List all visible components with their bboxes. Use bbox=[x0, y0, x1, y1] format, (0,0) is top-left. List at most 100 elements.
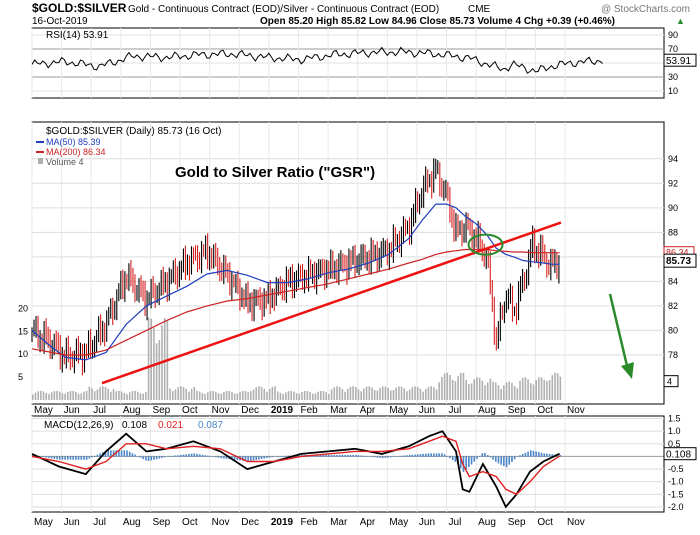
x-axis-label: Jul bbox=[449, 405, 462, 416]
volume-bar bbox=[546, 381, 548, 400]
volume-bar bbox=[371, 388, 373, 400]
volume-bar bbox=[62, 393, 64, 400]
macd-hist-bar bbox=[468, 456, 470, 467]
volume-bar bbox=[226, 391, 228, 400]
macd-hist-bar bbox=[535, 452, 537, 457]
volume-tick-label: 5 bbox=[18, 372, 23, 382]
volume-bar bbox=[113, 389, 115, 400]
x-axis-label: Nov bbox=[567, 405, 585, 416]
volume-bar bbox=[465, 380, 467, 400]
macd-tick-label: 1.5 bbox=[668, 414, 681, 424]
volume-bar bbox=[293, 392, 295, 400]
volume-bar bbox=[390, 391, 392, 400]
macd-hist-bar bbox=[91, 456, 93, 457]
price-tick-label: 94 bbox=[668, 154, 678, 164]
macd-hist-bar bbox=[344, 455, 346, 457]
volume-bar bbox=[35, 393, 37, 400]
volume-bar bbox=[511, 383, 513, 400]
volume-bar bbox=[266, 392, 268, 400]
macd-hist-bar bbox=[207, 456, 209, 457]
volume-bar bbox=[194, 387, 196, 400]
x-axis-label-bottom: May bbox=[34, 517, 53, 528]
volume-bar bbox=[285, 392, 287, 400]
volume-bar bbox=[86, 391, 88, 400]
macd-hist-bar bbox=[191, 454, 193, 457]
volume-bar bbox=[328, 394, 330, 400]
volume-bar bbox=[463, 373, 465, 400]
volume-bar bbox=[476, 377, 478, 400]
volume-bar bbox=[145, 392, 147, 400]
header-change-arrow: ▲ bbox=[676, 16, 685, 26]
x-axis-label: Jun bbox=[419, 405, 435, 416]
macd-hist-bar bbox=[339, 455, 341, 457]
macd-hist-bar bbox=[145, 456, 147, 460]
volume-bar bbox=[484, 385, 486, 400]
volume-bar bbox=[196, 391, 198, 400]
volume-bar bbox=[307, 391, 309, 400]
macd-hist-bar bbox=[285, 456, 287, 457]
macd-hist-bar bbox=[255, 456, 257, 459]
volume-bar bbox=[258, 386, 260, 400]
macd-hist-bar bbox=[56, 456, 58, 459]
volume-bar bbox=[228, 391, 230, 400]
x-axis-label-bottom: 2019 bbox=[271, 517, 294, 528]
macd-hist-bar bbox=[490, 456, 492, 457]
macd-hist-bar bbox=[549, 454, 551, 457]
volume-bar bbox=[296, 393, 298, 400]
volume-bar bbox=[379, 388, 381, 400]
macd-hist-bar bbox=[272, 456, 274, 457]
volume-bar bbox=[37, 391, 39, 400]
volume-bar bbox=[457, 376, 459, 400]
macd-hist-bar bbox=[525, 453, 527, 457]
macd-hist-bar bbox=[48, 456, 50, 458]
x-axis-label-bottom: Jul bbox=[93, 517, 106, 528]
volume-bar bbox=[237, 393, 239, 400]
volume-bar bbox=[560, 377, 562, 400]
volume-bar bbox=[498, 385, 500, 400]
volume-bar bbox=[134, 391, 136, 400]
macd-hist-bar bbox=[210, 456, 212, 457]
volume-bar bbox=[479, 378, 481, 400]
macd-hist-bar bbox=[487, 455, 489, 457]
x-axis-label-bottom: Apr bbox=[360, 517, 376, 528]
x-axis-label: Dec bbox=[241, 405, 259, 416]
macd-hist-bar bbox=[64, 456, 66, 459]
macd-hist-bar bbox=[476, 456, 478, 459]
macd-hist-bar bbox=[511, 456, 513, 462]
volume-bar bbox=[339, 387, 341, 400]
volume-bar bbox=[202, 393, 204, 400]
macd-hist-bar bbox=[247, 456, 249, 461]
macd-hist-bar bbox=[220, 456, 222, 458]
macd-hist-bar bbox=[89, 456, 91, 458]
macd-hist-bar bbox=[325, 455, 327, 457]
volume-value-label: 4 bbox=[667, 377, 672, 387]
volume-bar bbox=[215, 392, 217, 400]
macd-hist-bar bbox=[438, 453, 440, 456]
x-axis-label: May bbox=[34, 405, 53, 416]
volume-bar bbox=[455, 381, 457, 400]
macd-hist-bar bbox=[336, 455, 338, 457]
x-axis-label-bottom: Oct bbox=[537, 517, 553, 528]
macd-hist-bar bbox=[471, 456, 473, 464]
volume-bar bbox=[468, 384, 470, 400]
volume-bar bbox=[412, 387, 414, 400]
volume-bar bbox=[460, 373, 462, 400]
volume-bar bbox=[150, 319, 152, 400]
volume-bar bbox=[535, 380, 537, 400]
volume-bar bbox=[290, 391, 292, 400]
price-tick-label: 78 bbox=[668, 350, 678, 360]
volume-bar bbox=[140, 393, 142, 400]
macd-hist-bar bbox=[110, 450, 112, 456]
macd-hist-bar bbox=[83, 456, 85, 459]
price-legend-title: $GOLD:$SILVER (Daily) 85.73 (16 Oct) bbox=[46, 126, 221, 137]
volume-bar bbox=[401, 387, 403, 400]
macd-hist-bar bbox=[194, 453, 196, 456]
x-axis-label-bottom: Sep bbox=[508, 517, 526, 528]
volume-bar bbox=[352, 386, 354, 400]
volume-bar bbox=[80, 393, 82, 400]
x-axis-label-bottom: Jun bbox=[419, 517, 435, 528]
volume-bar bbox=[312, 394, 314, 400]
volume-bar bbox=[374, 390, 376, 400]
volume-bar bbox=[159, 340, 161, 400]
x-axis-label: Oct bbox=[537, 405, 553, 416]
